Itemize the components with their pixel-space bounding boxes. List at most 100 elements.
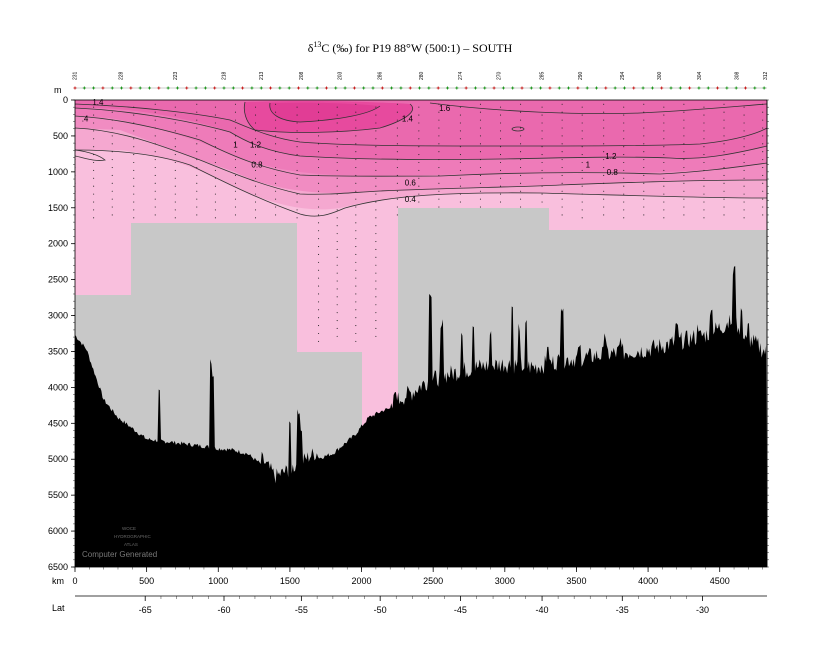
sample-point — [479, 151, 482, 153]
sample-point — [275, 111, 277, 113]
sample-point — [418, 201, 420, 203]
sample-point — [275, 119, 277, 121]
sample-point — [336, 161, 338, 164]
sample-point — [762, 174, 764, 176]
sample-point — [683, 143, 685, 145]
sample-point — [318, 261, 320, 263]
sample-point — [561, 214, 563, 216]
sample-point — [762, 166, 764, 169]
sample-point — [762, 103, 764, 105]
sample-point — [459, 114, 461, 116]
sample-point — [623, 209, 625, 211]
sample-point — [703, 122, 705, 124]
sample-point — [234, 159, 237, 161]
sample-point — [396, 214, 398, 216]
sample-point — [499, 169, 502, 171]
sample-point — [499, 106, 502, 108]
sample-point — [111, 198, 113, 200]
sample-point — [520, 103, 522, 105]
sample-point — [459, 130, 461, 132]
sample-point — [418, 122, 420, 124]
sample-point — [93, 169, 95, 171]
sample-point — [663, 169, 665, 171]
sample-point — [214, 154, 216, 156]
sample-point — [663, 146, 665, 148]
sample-point — [396, 159, 398, 161]
sample-point — [438, 103, 440, 105]
sample-point — [581, 209, 583, 211]
sample-point — [318, 253, 320, 256]
sample-point — [254, 154, 257, 156]
sample-point — [683, 190, 685, 192]
sample-point — [396, 151, 398, 153]
sample-point — [296, 169, 298, 171]
contour-label: 0.8 — [607, 168, 619, 177]
sample-point — [111, 182, 113, 184]
sample-point — [438, 174, 440, 176]
sample-point — [541, 130, 543, 132]
sample-point — [214, 193, 216, 195]
sample-point — [603, 159, 605, 161]
sample-point — [418, 114, 420, 116]
sample-point — [396, 111, 398, 113]
contour-0-6 — [75, 127, 767, 195]
sample-point — [723, 190, 725, 192]
sample-point — [581, 122, 583, 124]
sample-point — [643, 190, 645, 192]
contour-label: 1.4 — [92, 98, 104, 107]
sample-point — [520, 159, 522, 161]
sample-point — [459, 161, 461, 164]
sample-point — [703, 185, 705, 187]
sample-point — [418, 185, 420, 187]
sample-point — [663, 201, 665, 203]
sample-point — [541, 154, 543, 156]
sample-point — [174, 193, 176, 195]
sample-point — [375, 280, 377, 282]
sample-point — [623, 154, 625, 156]
sample-point — [318, 285, 320, 287]
contour-1-4-east — [429, 102, 767, 114]
x-tick-label: 3000 — [495, 576, 515, 586]
y-tick-label: 5500 — [48, 490, 68, 500]
sample-point — [254, 138, 257, 140]
sample-point — [561, 135, 563, 137]
sample-point — [743, 169, 745, 171]
sample-point — [479, 127, 482, 129]
sample-point — [375, 296, 377, 298]
sample-point — [499, 201, 502, 203]
sample-point — [743, 161, 745, 164]
sample-point — [561, 190, 563, 192]
sample-point — [93, 106, 95, 108]
contour-0-8 — [75, 115, 767, 177]
sample-point — [396, 127, 398, 129]
sample-point — [111, 127, 113, 129]
x-tick-label: 4000 — [638, 576, 658, 586]
sample-point — [418, 161, 420, 164]
sample-point — [336, 248, 338, 250]
x-tick-label: 1500 — [280, 576, 300, 586]
sample-point — [743, 106, 745, 108]
sample-point — [603, 127, 605, 129]
sample-point — [418, 154, 420, 156]
sample-point — [355, 159, 357, 161]
sample-point — [375, 185, 377, 187]
sample-point — [336, 146, 338, 148]
sample-point — [296, 122, 298, 124]
sample-point — [603, 206, 605, 208]
lat-tick-label: -60 — [217, 605, 230, 615]
sample-point — [743, 185, 745, 187]
sample-point — [743, 122, 745, 124]
sample-point — [643, 127, 645, 129]
sample-point — [93, 217, 95, 219]
y-tick-label: 2500 — [48, 275, 68, 285]
sample-point — [743, 193, 745, 195]
sample-point — [663, 185, 665, 187]
sample-point — [336, 233, 338, 235]
sample-point — [214, 161, 216, 164]
sample-point — [318, 143, 320, 145]
sample-point — [254, 169, 257, 171]
sample-point — [396, 198, 398, 200]
sample-point — [541, 169, 543, 171]
sample-point — [623, 169, 625, 171]
sample-point — [396, 103, 398, 105]
